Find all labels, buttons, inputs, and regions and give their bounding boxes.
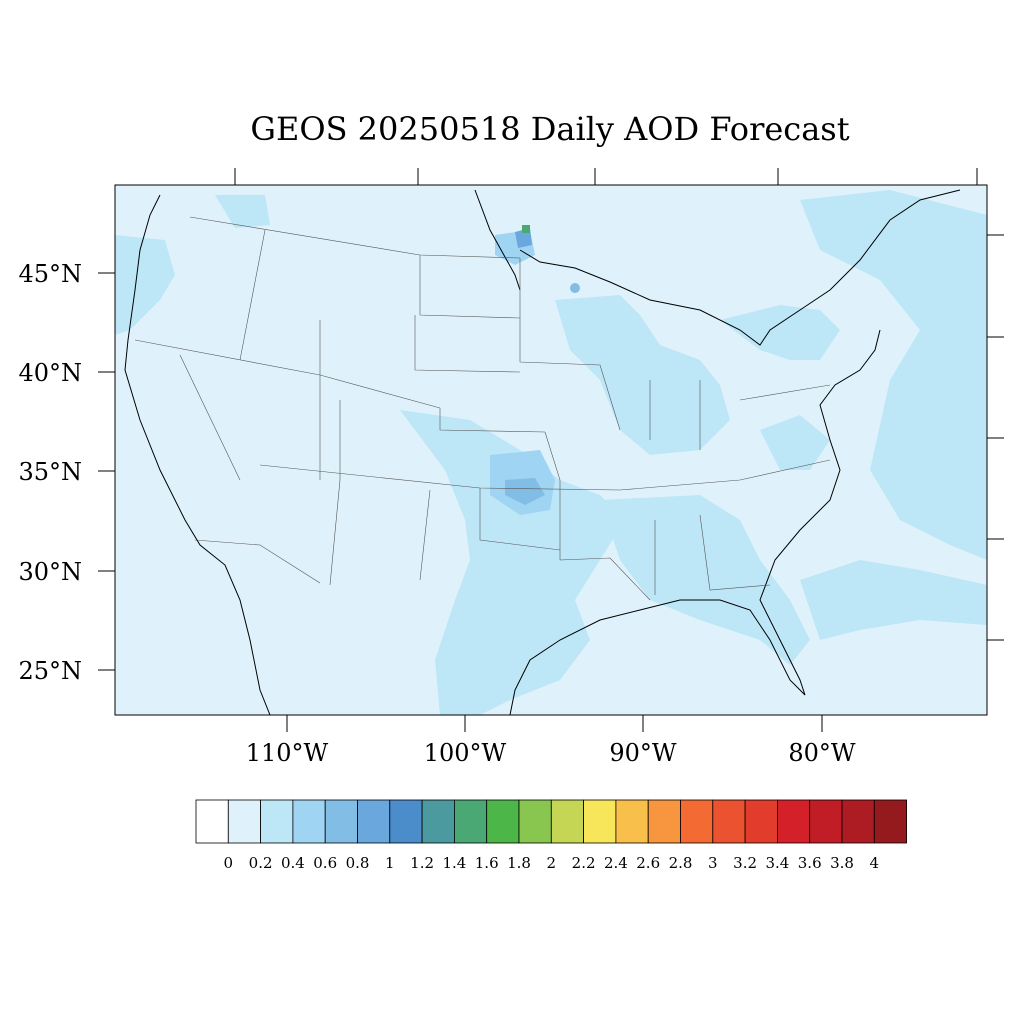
lon-label: 100°W bbox=[424, 739, 507, 767]
lat-label: 45°N bbox=[18, 260, 82, 288]
colorbar-swatch bbox=[389, 799, 423, 844]
colorbar-tick-label: 3.6 bbox=[798, 854, 822, 872]
lon-label: 90°W bbox=[609, 739, 677, 767]
colorbar-swatch bbox=[453, 799, 488, 844]
colorbar-swatch bbox=[744, 799, 778, 844]
lat-label: 25°N bbox=[18, 657, 82, 685]
colorbar-tick-label: 0.2 bbox=[249, 854, 273, 872]
colorbar-swatch bbox=[841, 799, 875, 844]
colorbar-swatch bbox=[550, 799, 584, 844]
state-borders bbox=[134, 216, 831, 601]
lon-labels: 110°W 100°W 90°W 80°W bbox=[246, 739, 856, 767]
aod-contours bbox=[115, 190, 987, 715]
map-title: GEOS 20250518 Daily AOD Forecast bbox=[250, 110, 850, 148]
colorbar-swatch bbox=[518, 799, 552, 844]
colorbar-tick-label: 3.8 bbox=[830, 854, 854, 872]
colorbar-tick-label: 4 bbox=[870, 854, 880, 872]
colorbar-swatch bbox=[292, 799, 326, 844]
colorbar-labels: 0 0.2 0.4 0.6 0.8 1 1.2 1.4 1.6 1.8 2 2.2 2.4 2.6 2.8 3… bbox=[224, 854, 880, 872]
colorbar-tick-label: 0.6 bbox=[313, 854, 337, 872]
colorbar-tick-label: 0 bbox=[224, 854, 234, 872]
colorbar-swatch bbox=[195, 799, 229, 844]
colorbar-swatch bbox=[873, 799, 907, 844]
colorbar-tick-label: 1.8 bbox=[507, 854, 531, 872]
lon-label: 110°W bbox=[246, 739, 329, 767]
colorbar-swatch bbox=[227, 799, 262, 844]
lat-labels: 45°N 40°N 35°N 30°N 25°N bbox=[18, 260, 82, 685]
colorbar-swatch bbox=[680, 799, 714, 844]
colorbar-tick-label: 0.8 bbox=[346, 854, 370, 872]
colorbar-swatch bbox=[486, 799, 520, 844]
map-frame bbox=[114, 184, 988, 716]
colorbar-tick-label: 2 bbox=[547, 854, 557, 872]
colorbar-swatch bbox=[260, 799, 294, 844]
colorbar-tick-label: 2.4 bbox=[604, 854, 628, 872]
colorbar-tick-label: 3.4 bbox=[765, 854, 789, 872]
colorbar-tick-label: 3 bbox=[708, 854, 718, 872]
coastlines bbox=[124, 189, 961, 715]
colorbar-swatch bbox=[647, 799, 681, 844]
colorbar-tick-label: 1.6 bbox=[475, 854, 499, 872]
aod-high-contours bbox=[490, 225, 580, 515]
colorbar-swatch bbox=[712, 799, 746, 844]
colorbar-tick-label: 1 bbox=[385, 854, 395, 872]
colorbar-tick-label: 1.4 bbox=[442, 854, 466, 872]
colorbar bbox=[195, 799, 907, 844]
colorbar-swatch bbox=[777, 799, 811, 844]
colorbar-swatch bbox=[809, 799, 843, 844]
lat-label: 30°N bbox=[18, 558, 82, 586]
colorbar-tick-label: 0.4 bbox=[281, 854, 305, 872]
colorbar-swatch bbox=[357, 799, 391, 844]
colorbar-swatch bbox=[324, 799, 358, 844]
colorbar-swatch bbox=[615, 799, 649, 844]
colorbar-tick-label: 2.2 bbox=[572, 854, 596, 872]
colorbar-swatch bbox=[421, 799, 455, 844]
lat-label: 35°N bbox=[18, 458, 82, 486]
colorbar-tick-label: 2.8 bbox=[669, 854, 693, 872]
lat-label: 40°N bbox=[18, 359, 82, 387]
lon-label: 80°W bbox=[788, 739, 856, 767]
colorbar-tick-label: 1.2 bbox=[410, 854, 434, 872]
colorbar-tick-label: 2.6 bbox=[636, 854, 660, 872]
colorbar-swatch bbox=[583, 799, 617, 844]
axis-ticks bbox=[98, 168, 1004, 732]
colorbar-tick-label: 3.2 bbox=[733, 854, 757, 872]
